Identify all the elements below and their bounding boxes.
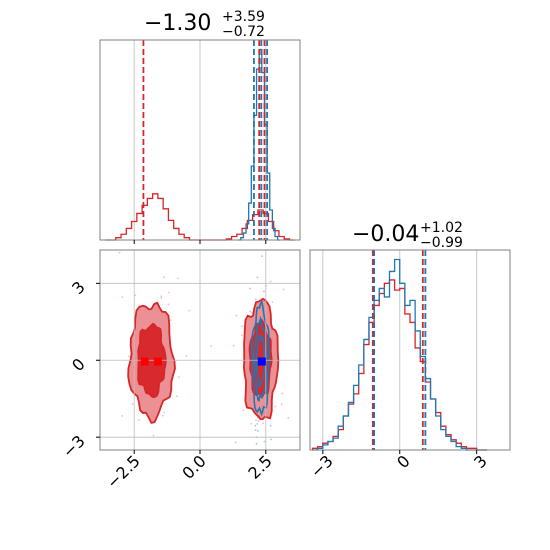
scatter-xy-point-blue: [256, 276, 259, 279]
scatter-xy-point-blue: [254, 298, 257, 301]
hist-y-series: [311, 258, 487, 451]
hist-y-title-value: −0.04: [352, 222, 419, 247]
scatter-xy-point-blue: [244, 478, 246, 480]
scatter-xy-point-blue: [257, 430, 259, 432]
hist-x-grid: [133, 40, 267, 240]
scatter-xy-point-red: [121, 296, 124, 299]
scatter-xy-point-red: [280, 451, 282, 453]
scatter-xy-point-blue: [255, 442, 258, 445]
scatter-xy-panel: −2.5 0.0 2.5 −3 0 3: [59, 249, 301, 492]
scatter-xy-point-blue: [249, 287, 251, 290]
scatter-xy-point-red: [160, 295, 163, 298]
hist-y-title-minus: −0.99: [420, 235, 463, 251]
scatter-xy-point-red: [131, 402, 134, 405]
scatter-xy-point-red: [161, 414, 164, 417]
scatter-xy-point-red: [262, 290, 265, 293]
hist-y-frame: [309, 249, 511, 451]
hist-y-tick-labels: −3 0 3: [307, 451, 491, 481]
scatter-xy-marker-red-0: [140, 357, 149, 366]
scatter-xy-point-red: [269, 280, 272, 283]
scatter-xy-point-red: [185, 355, 188, 357]
scatter-xy-point-red: [274, 405, 277, 408]
scatter-xy-point-red: [169, 319, 172, 322]
hist-x-ticks: [133, 240, 267, 244]
scatter-xy-point-red: [282, 288, 285, 291]
scatter-xy-point-red: [241, 334, 243, 337]
scatter-xy-point-red: [287, 416, 290, 419]
hist-x-title: −1.30 +3.59 −0.72: [144, 9, 265, 40]
scatter-xy-point-red: [167, 303, 170, 306]
scatter-xy-point-blue: [263, 440, 266, 443]
scatter-xy-point-red: [118, 251, 121, 254]
scatter-xy-markers: [140, 357, 266, 366]
hist-y-tick-label-1: 0: [393, 451, 414, 472]
scatter-xy-point-red: [257, 420, 260, 423]
scatter-xy-point-blue: [270, 438, 272, 441]
scatter-xy-point-red: [250, 311, 253, 314]
scatter-xy-point-red: [242, 409, 245, 412]
scatter-xy-marker-blue-0: [257, 357, 266, 366]
hist-y-series-1-blue: [312, 258, 487, 451]
scatter-xy-point-blue: [269, 424, 272, 427]
scatter-xy-point-red: [137, 419, 140, 421]
scatter-xy-point-red: [163, 411, 166, 414]
scatter-xy-point-red: [249, 310, 251, 313]
scatter-xy-point-red: [163, 276, 166, 279]
scatter-xy-point-red: [262, 422, 264, 425]
scatter-xy-x-tick-label-1: 0.0: [178, 451, 209, 482]
scatter-xy-y-tick-labels: −3 0 3: [59, 277, 89, 461]
scatter-xy-y-tick-label-0: −3: [59, 431, 89, 461]
hist-x-title-plus: +3.59: [222, 9, 265, 25]
scatter-xy-point-red: [271, 301, 274, 303]
hist-y-ticks: [322, 450, 478, 454]
hist-x-quantiles: [142, 40, 269, 240]
scatter-xy-point-blue: [234, 441, 237, 444]
scatter-xy-grid: [100, 250, 300, 450]
hist-y-tick-label-0: −3: [307, 451, 337, 481]
scatter-xy-point-red: [134, 294, 137, 297]
scatter-xy-contours: [127, 297, 280, 424]
scatter-xy-point-red: [280, 403, 283, 406]
scatter-xy-point-blue: [254, 429, 257, 432]
scatter-xy-point-red: [210, 345, 213, 347]
hist-y-quantiles: [371, 250, 427, 450]
scatter-xy-x-tick-label-0: −2.5: [103, 451, 144, 492]
scatter-xy-point-red: [235, 314, 238, 317]
scatter-xy-point-red: [160, 297, 163, 299]
scatter-xy-point-red: [177, 277, 180, 280]
scatter-xy-point-blue: [254, 424, 257, 427]
scatter-xy-ticks: [96, 282, 267, 454]
scatter-xy-x-tick-label-2: 2.5: [244, 451, 275, 482]
scatter-xy-point-red: [175, 395, 178, 398]
hist-y-title: −0.04 +1.02 −0.99: [352, 220, 463, 251]
scatter-xy-marker-red-1: [153, 357, 162, 366]
scatter-xy-point-blue: [256, 423, 259, 425]
scatter-xy-point-red: [188, 309, 191, 312]
scatter-xy-point-red: [241, 325, 244, 328]
scatter-xy-point-red: [121, 415, 124, 417]
hist-x-title-value: −1.30: [144, 11, 211, 36]
scatter-xy-point-red: [232, 344, 235, 347]
scatter-xy-y-tick-label-1: 0: [68, 354, 89, 375]
scatter-xy-point-red: [152, 434, 155, 437]
scatter-xy-point-red: [128, 355, 130, 358]
hist-y-tick-label-2: 3: [470, 451, 491, 472]
scatter-xy-point-red: [168, 291, 171, 294]
scatter-xy-point-blue: [261, 255, 263, 258]
scatter-xy-y-tick-label-2: 3: [68, 277, 89, 298]
scatter-xy-point-red: [250, 422, 253, 425]
scatter-xy-point-red: [255, 419, 257, 422]
hist-x-panel: −1.30 +3.59 −0.72: [99, 9, 301, 244]
scatter-xy-point-red: [178, 376, 180, 379]
scatter-xy-point-red: [281, 392, 284, 395]
scatter-xy-x-tick-labels: −2.5 0.0 2.5: [103, 451, 276, 492]
hist-y-panel: −3 0 3 −0.04 +1.02 −0.99: [307, 220, 511, 482]
hist-y-title-plus: +1.02: [420, 220, 463, 236]
hist-x-title-minus: −0.72: [222, 24, 265, 40]
